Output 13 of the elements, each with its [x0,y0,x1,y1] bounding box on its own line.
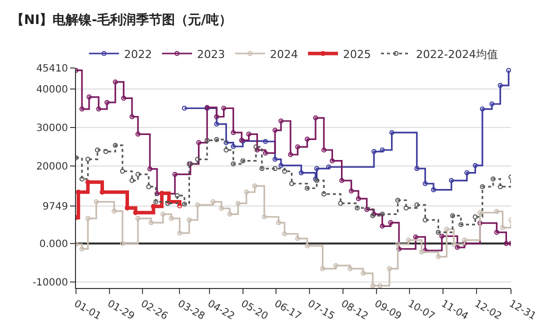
y-tick-label: -10000 [32,278,68,289]
y-tick-label: 9749 [42,201,68,212]
legend-label: 2022 [124,48,152,61]
y-tick-label: 45410 [36,64,68,74]
legend-label: 2024 [270,48,298,61]
chart-title: 【NI】电解镍-毛利润季节图（元/吨） [11,12,232,28]
legend-label: 2023 [197,48,225,61]
legend-label: 2022-2024均值 [416,48,498,61]
y-tick-label: 0.000 [39,239,68,250]
y-tick-label: 40000 [36,84,68,96]
y-tick-label: 30000 [36,123,68,134]
y-tick-label: 20000 [36,162,68,173]
legend-label: 2025 [343,48,371,61]
